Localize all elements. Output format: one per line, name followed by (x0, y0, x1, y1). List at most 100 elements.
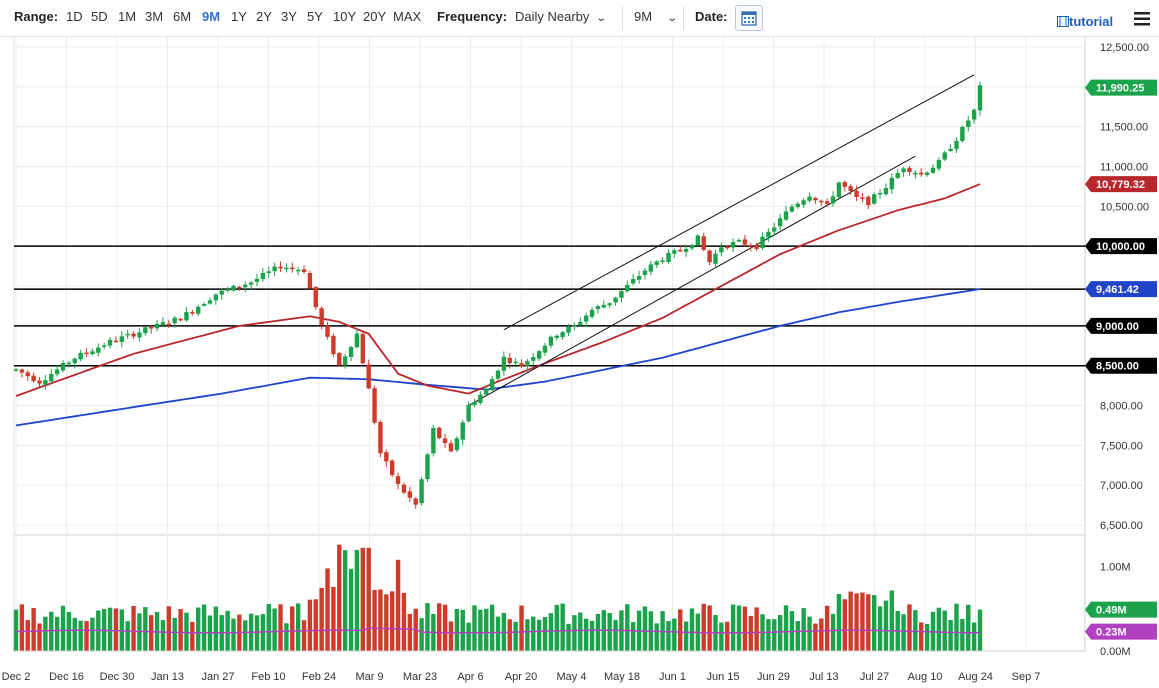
candle-body (660, 260, 665, 262)
candle-body (807, 196, 812, 201)
candle-body (625, 284, 630, 292)
volume-bar (654, 623, 659, 651)
volume-bar (542, 616, 548, 651)
range-button-1y[interactable]: 1Y (231, 9, 247, 24)
candle-body (495, 370, 501, 379)
volume-bar (137, 613, 142, 651)
candle-body (160, 322, 166, 325)
candle-body (313, 287, 318, 308)
candle-body (472, 402, 477, 406)
volume-bar (478, 609, 483, 651)
range-button-9m[interactable]: 9M (202, 9, 221, 24)
volume-bar (519, 605, 524, 651)
candle-body (560, 332, 565, 338)
candle-body (777, 218, 783, 227)
hamburger-menu-icon[interactable] (1134, 12, 1150, 26)
volume-bar (548, 613, 554, 651)
range-button-1m[interactable]: 1M (118, 9, 137, 24)
volume-bar (642, 606, 648, 651)
date-picker-button[interactable] (735, 5, 763, 31)
candle-body (278, 266, 283, 269)
candle-body (37, 380, 42, 384)
candle-body (154, 323, 160, 329)
candle-body (866, 196, 871, 206)
volume-bar (701, 603, 706, 651)
volume-bar (836, 594, 842, 651)
candle-body (372, 388, 377, 423)
frequency-select[interactable]: Daily Nearby ⌄ (515, 9, 607, 24)
level-label: 10,000.00 (1096, 241, 1145, 253)
trend-channel-line (468, 155, 916, 406)
volume-bar (666, 621, 671, 651)
volume-bar (683, 621, 689, 651)
range-button-20y[interactable]: 20Y (363, 9, 387, 24)
volume-bar (572, 615, 577, 651)
volume-bar (913, 610, 918, 651)
candle-body (501, 356, 507, 371)
candle-body (913, 172, 918, 175)
candle-body (607, 303, 612, 306)
candle-body (360, 333, 366, 364)
candle-body (49, 373, 54, 382)
volume-bar (348, 568, 354, 651)
range-button-max[interactable]: MAX (393, 9, 422, 24)
range-button-5y[interactable]: 5Y (307, 9, 323, 24)
volume-bar (942, 610, 947, 651)
price-chart[interactable]: Dec 2 Dec 16 Dec 30 Jan 13 Jan 27 Feb 10 Feb 2… (0, 37, 1159, 688)
volume-bar (196, 607, 201, 651)
volume-bar (525, 619, 530, 651)
candle-body (43, 380, 48, 385)
range-button-3m[interactable]: 3M (145, 9, 164, 24)
candle-body (689, 244, 695, 249)
trend-channel-line (503, 74, 975, 331)
volume-bar (795, 621, 800, 651)
candle-body (337, 352, 342, 366)
volume-bar (419, 618, 424, 651)
candle-body (331, 335, 336, 355)
candle-body (695, 235, 701, 246)
volume-bar (725, 621, 730, 651)
range-button-5d[interactable]: 5D (91, 9, 108, 24)
volume-bar (254, 615, 260, 651)
volume-bar (172, 617, 177, 651)
volume-tick-label: 0.00M (1100, 646, 1131, 658)
period-select[interactable]: 9M ⌄ (634, 9, 678, 24)
candle-body (783, 211, 789, 220)
candle-body (666, 252, 671, 263)
x-tick-label: Apr 20 (505, 671, 537, 683)
x-tick-label: Dec 16 (49, 671, 84, 683)
candle-body (877, 192, 883, 195)
candle-body (813, 197, 818, 201)
level-label: 8,500.00 (1096, 361, 1139, 373)
volume-bar (178, 609, 183, 651)
candle-body (31, 375, 36, 382)
volume-bar (883, 600, 889, 651)
candle-body (619, 291, 624, 298)
candle-body (772, 227, 777, 232)
y-tick-label: 11,000.00 (1100, 162, 1148, 174)
level-tag (1085, 238, 1157, 255)
range-button-1d[interactable]: 1D (66, 9, 83, 24)
candle-body (107, 339, 113, 346)
candle-body (348, 347, 354, 358)
range-button-3y[interactable]: 3Y (281, 9, 297, 24)
candle-body (478, 394, 483, 403)
tutorial-link[interactable]: tutorial (1057, 14, 1113, 29)
candle-body (742, 239, 748, 245)
volume-bar (607, 613, 612, 651)
candle-body (413, 498, 418, 505)
candle-body (484, 388, 489, 395)
candle-body (272, 266, 277, 272)
volume-bar (225, 610, 230, 651)
range-button-6m[interactable]: 6M (173, 9, 192, 24)
candle-body (601, 304, 607, 308)
candle-body (325, 325, 330, 337)
range-button-2y[interactable]: 2Y (256, 9, 272, 24)
candle-body (901, 168, 906, 173)
volume-bar (766, 619, 771, 651)
volume-bar (936, 607, 942, 651)
candle-body (707, 250, 712, 263)
volume-bar (736, 605, 742, 651)
volume-bar (560, 603, 565, 651)
range-button-10y[interactable]: 10Y (333, 9, 357, 24)
